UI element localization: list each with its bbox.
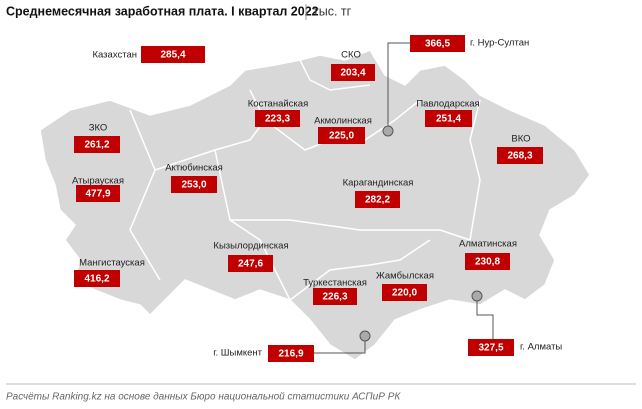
value-box	[355, 191, 400, 208]
city-marker	[359, 330, 371, 342]
value-box	[425, 110, 472, 127]
region-name: Алматинская	[459, 239, 517, 250]
value-box	[255, 110, 300, 127]
value-box	[497, 147, 543, 164]
city-marker	[382, 125, 394, 137]
value-box	[410, 35, 465, 52]
value-box	[268, 345, 314, 362]
region-name: Атырауская	[72, 176, 124, 187]
region-value: 477,9	[85, 189, 110, 200]
map	[39, 49, 591, 361]
region-value: 247,6	[238, 259, 263, 270]
region-value: 216,9	[278, 349, 303, 360]
region-name: Акмолинская	[314, 116, 372, 127]
region-name: Жамбылская	[376, 271, 434, 282]
region-value: 251,4	[436, 114, 461, 125]
connector	[314, 336, 366, 354]
region-value: 261,2	[84, 140, 109, 151]
footer-source: Расчёты Ranking.kz на основе данных Бюро…	[6, 392, 401, 403]
connector	[387, 42, 410, 131]
value-box	[228, 255, 273, 272]
region-value: 203,4	[340, 68, 365, 79]
region-value: 327,5	[478, 343, 503, 354]
region-name: г. Алматы	[520, 342, 562, 353]
connector	[476, 296, 494, 339]
region-name: Павлодарская	[416, 99, 479, 110]
region-value: 285,4	[160, 50, 185, 61]
value-box	[74, 136, 120, 153]
value-box	[465, 253, 510, 270]
region-value: 253,0	[181, 180, 206, 191]
region-value: 268,3	[507, 151, 532, 162]
region-name: г. Шымкент	[213, 348, 262, 359]
region-name: Карагандинская	[343, 178, 414, 189]
value-box	[318, 127, 365, 144]
region-value: 220,0	[392, 288, 417, 299]
value-box	[171, 176, 217, 193]
region-value: 282,2	[365, 195, 390, 206]
value-box	[76, 185, 120, 202]
region-name: Костанайская	[248, 99, 308, 110]
region-value: 416,2	[84, 274, 109, 285]
value-box	[74, 270, 120, 287]
region-name: г. Нур-Султан	[470, 38, 529, 49]
value-box	[331, 64, 375, 81]
region-name: Актюбинская	[165, 163, 223, 174]
region-name: СКО	[341, 50, 361, 61]
region-value: 366,5	[425, 39, 450, 50]
region-name: ЗКО	[89, 123, 108, 134]
city-marker	[471, 290, 483, 302]
region-value: 223,3	[265, 114, 290, 125]
value-box	[141, 46, 205, 63]
region-name: Туркестанская	[303, 278, 367, 289]
region-value: 225,0	[329, 131, 354, 142]
title: Среднемесячная заработная плата. I кварт…	[6, 4, 319, 18]
region-name: Кызылординская	[213, 241, 288, 252]
value-box	[468, 339, 514, 356]
unit: тыс. тг	[313, 4, 352, 18]
region-value: 230,8	[475, 257, 500, 268]
region-value: 226,3	[322, 292, 347, 303]
region-name: Мангистауская	[79, 258, 145, 269]
value-box	[313, 288, 357, 305]
region-name: ВКО	[511, 134, 530, 145]
region-name: Казахстан	[92, 50, 137, 61]
value-box	[382, 284, 427, 301]
